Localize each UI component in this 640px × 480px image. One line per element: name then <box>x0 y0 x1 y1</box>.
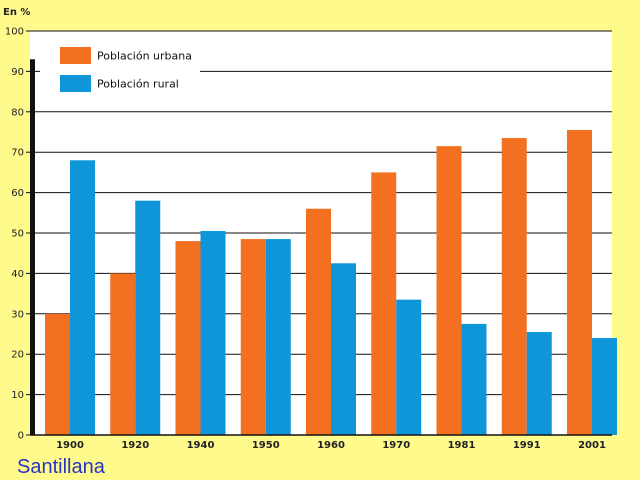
y-tick-label: 0 <box>18 431 24 442</box>
bar-urbana-1960 <box>306 208 331 435</box>
x-tick-label: 1960 <box>317 440 345 451</box>
bar-rural-1970 <box>396 299 422 435</box>
y-axis-unit-label: En % <box>3 7 30 18</box>
y-tick-label: 40 <box>11 269 24 280</box>
y-tick-label: 10 <box>11 390 24 401</box>
y-axis-line <box>30 59 35 435</box>
bar-rural-1991 <box>526 331 552 435</box>
bar-urbana-2001 <box>567 129 592 436</box>
y-tick-label: 30 <box>11 309 24 320</box>
legend-label: Población rural <box>97 78 179 91</box>
y-tick-label: 70 <box>11 148 24 159</box>
bar-urbana-1981 <box>436 146 462 435</box>
x-tick-label: 1900 <box>56 440 84 451</box>
bar-rural-1981 <box>461 323 487 435</box>
x-tick-label: 1920 <box>121 440 149 451</box>
bar-rural-1960 <box>331 263 356 435</box>
bar-rural-1920 <box>135 200 161 435</box>
legend: Población urbana Población rural <box>40 40 200 100</box>
bars <box>45 129 617 436</box>
y-tick-label: 80 <box>11 107 24 118</box>
y-tick-label: 60 <box>11 188 24 199</box>
bar-urbana-1991 <box>501 138 527 435</box>
bar-rural-1940 <box>200 230 226 435</box>
x-tick-label: 1970 <box>382 440 410 451</box>
bar-rural-2001 <box>592 338 617 435</box>
y-tick-label: 90 <box>11 67 24 78</box>
y-tick-label: 20 <box>11 350 24 361</box>
axes: 0 10 20 30 40 50 60 70 80 90 100 1900 1920 1940 1950 19… <box>5 27 612 451</box>
bar-urbana-1940 <box>175 241 201 435</box>
legend-swatch <box>60 47 91 64</box>
y-tick-label: 50 <box>11 229 24 240</box>
x-tick-label: 1940 <box>187 440 215 451</box>
y-tick-label: 100 <box>5 27 24 38</box>
bar-rural-1900 <box>70 160 95 435</box>
bar-urbana-1900 <box>45 313 70 435</box>
bar-urbana-1920 <box>110 273 136 435</box>
publisher-logo-text: Santillana <box>17 456 105 478</box>
bar-urbana-1950 <box>240 239 266 435</box>
legend-swatch <box>60 75 91 92</box>
x-tick-label: 1991 <box>513 440 541 451</box>
x-tick-label: 1950 <box>252 440 280 451</box>
bar-rural-1950 <box>265 239 291 435</box>
x-tick-label: 1981 <box>448 440 476 451</box>
bar-urbana-1970 <box>371 172 397 435</box>
legend-label: Población urbana <box>97 50 192 63</box>
x-tick-label: 2001 <box>578 440 606 451</box>
